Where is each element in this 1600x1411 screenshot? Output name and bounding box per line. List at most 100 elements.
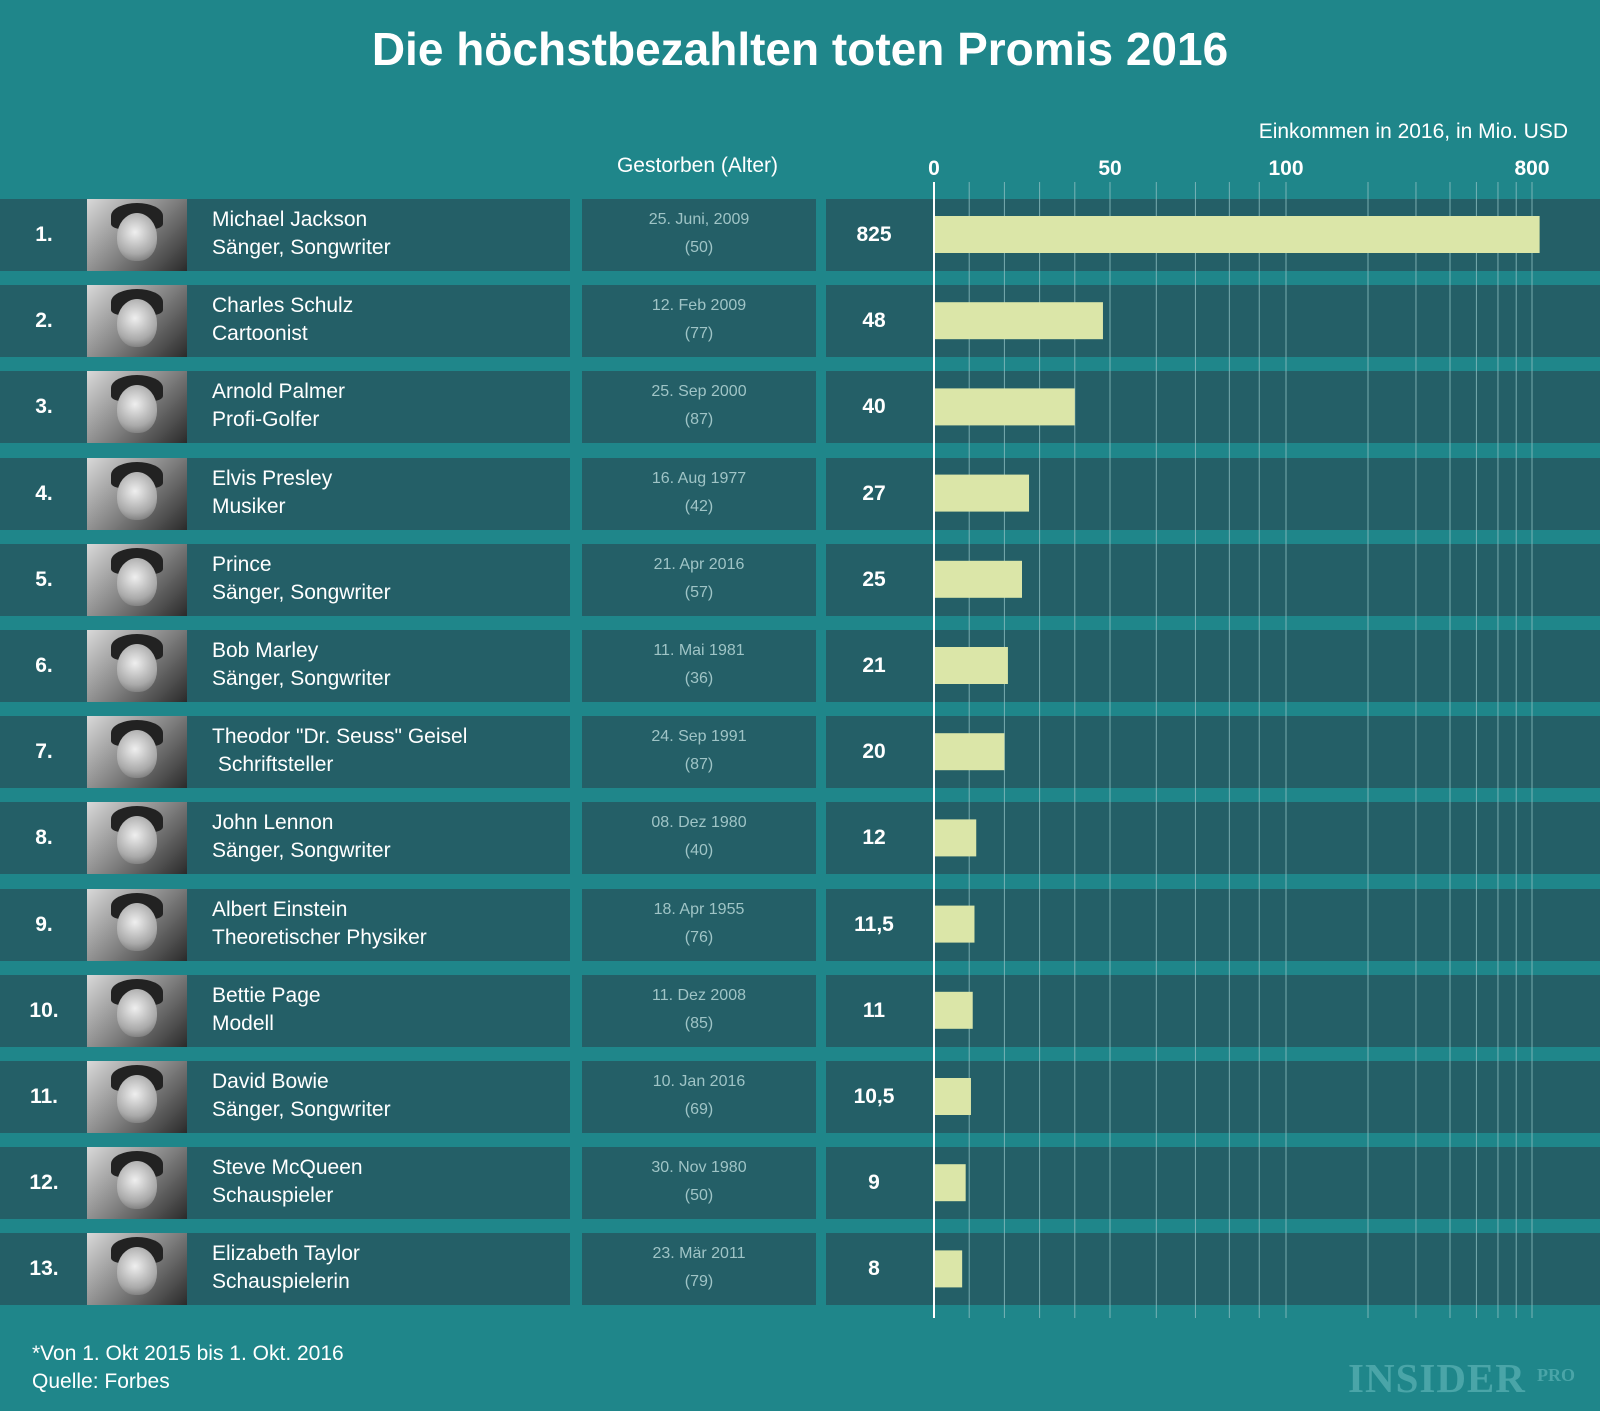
death-age: (36) [684, 670, 714, 687]
rank-label: 13. [29, 1257, 59, 1281]
person-role: Schauspieler [212, 1184, 334, 1208]
death-age: (79) [684, 1273, 714, 1291]
row-died-cell [582, 1061, 816, 1133]
death-date: 11. Mai 1981 [653, 642, 745, 659]
portrait-photo [87, 199, 187, 271]
value-label: 10,5 [853, 1085, 895, 1108]
death-date: 16. Aug 1977 [651, 469, 747, 487]
bar [934, 991, 973, 1029]
row-died-cell [582, 802, 816, 875]
person-role: Schriftsteller [212, 753, 334, 777]
footer-note: *Von 1. Okt 2015 bis 1. Okt. 2016 [32, 1342, 344, 1365]
death-date: 24. Sep 1991 [651, 728, 747, 746]
rank-label: 4. [35, 481, 53, 505]
row-died-cell [582, 888, 816, 961]
portrait-photo [87, 630, 187, 702]
portrait-photo [87, 371, 187, 444]
person-role: Sänger, Songwriter [212, 839, 391, 863]
bar [934, 216, 1540, 253]
death-date: 12. Feb 2009 [651, 297, 747, 315]
person-name: Albert Einstein [212, 897, 348, 921]
rank-label: 2. [35, 309, 53, 333]
person-name: Arnold Palmer [212, 380, 346, 404]
value-label: 8 [868, 1257, 880, 1281]
person-role: Theoretischer Physiker [212, 925, 427, 949]
row-died-cell [582, 371, 816, 444]
bar [934, 819, 977, 857]
value-label: 20 [862, 740, 886, 764]
death-date: 25. Sep 2000 [651, 383, 747, 401]
portrait-photo [87, 1233, 187, 1306]
axis-tick-label: 100 [1268, 157, 1303, 180]
value-label: 825 [856, 223, 892, 246]
table-row: 4. Elvis Presley Musiker 16. Aug 1977 (42) 27 [0, 457, 1600, 530]
person-name: Bettie Page [212, 983, 321, 1007]
person-name: John Lennon [212, 811, 334, 835]
brand-logo-suffix: PRO [1537, 1365, 1575, 1385]
value-label: 12 [862, 826, 886, 850]
person-name: Michael Jackson [212, 208, 368, 231]
rank-label: 9. [35, 912, 53, 936]
portrait-photo [87, 802, 187, 875]
row-died-cell [582, 1147, 816, 1220]
bar [934, 560, 1022, 598]
axis-unit-label: Einkommen in 2016, in Mio. USD [1258, 120, 1568, 143]
axis-tick-label: 50 [1098, 157, 1121, 180]
death-date: 25. Juni, 2009 [648, 211, 750, 228]
death-date: 23. Mär 2011 [652, 1245, 746, 1263]
death-age: (50) [684, 239, 714, 256]
rank-label: 5. [35, 567, 53, 591]
bar [934, 1078, 971, 1115]
death-age: (87) [684, 756, 714, 774]
person-role: Schauspielerin [212, 1270, 350, 1294]
bar [934, 905, 975, 943]
row-died-cell [582, 974, 816, 1047]
table-row: 6. Bob Marley Sänger, Songwriter 11. Mai 19… [0, 630, 1600, 702]
person-role: Sänger, Songwriter [212, 580, 391, 604]
death-age: (69) [684, 1101, 714, 1118]
row-died-cell [582, 1233, 816, 1306]
bar [934, 733, 1005, 771]
rank-label: 1. [35, 223, 53, 246]
person-name: Prince [212, 552, 272, 576]
person-name: Elizabeth Taylor [212, 1242, 360, 1266]
table-row: 9. Albert Einstein Theoretischer Physiker 1… [0, 888, 1600, 961]
value-label: 48 [862, 309, 886, 333]
table-row: 2. Charles Schulz Cartoonist 12. Feb 2009 (7… [0, 285, 1600, 358]
row-died-cell [582, 457, 816, 530]
value-label: 40 [862, 395, 886, 419]
table-row: 12. Steve McQueen Schauspieler 30. Nov 1980… [0, 1147, 1600, 1220]
row-died-cell [582, 199, 816, 271]
value-label: 27 [862, 481, 886, 505]
chart-title: Die höchstbezahlten toten Promis 2016 [371, 23, 1229, 75]
rank-label: 7. [35, 740, 53, 764]
rank-label: 12. [29, 1171, 59, 1195]
value-label: 11 [862, 998, 886, 1022]
death-age: (87) [684, 411, 714, 429]
bar [934, 388, 1075, 426]
axis-tick-label: 0 [928, 157, 940, 180]
rank-label: 8. [35, 826, 53, 850]
portrait-photo [87, 716, 187, 789]
person-name: Theodor "Dr. Seuss" Geisel [212, 725, 468, 749]
person-role: Sänger, Songwriter [212, 1098, 391, 1121]
value-label: 21 [862, 654, 886, 677]
death-date: 18. Apr 1955 [653, 900, 745, 918]
person-role: Modell [212, 1011, 274, 1035]
row-died-cell [582, 285, 816, 358]
person-name: David Bowie [212, 1070, 329, 1093]
row-died-cell [582, 630, 816, 702]
death-age: (40) [684, 842, 714, 860]
value-label: 9 [868, 1171, 880, 1195]
bar [934, 1250, 963, 1288]
person-name: Elvis Presley [212, 466, 333, 490]
rank-label: 6. [35, 654, 53, 677]
death-age: (76) [684, 928, 714, 946]
brand-logo: INSIDER [1348, 1355, 1526, 1401]
death-age: (42) [684, 497, 714, 515]
bar [934, 302, 1103, 340]
person-name: Charles Schulz [212, 294, 354, 318]
person-role: Cartoonist [212, 322, 308, 346]
death-age: (85) [684, 1014, 714, 1032]
